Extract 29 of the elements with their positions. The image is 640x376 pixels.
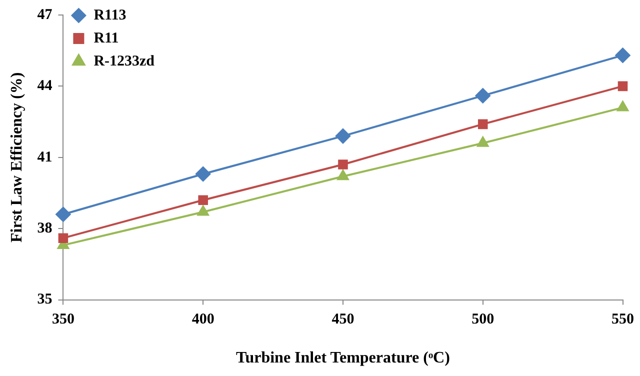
y-tick-label: 35	[37, 292, 52, 308]
point	[618, 81, 628, 92]
point	[56, 206, 71, 222]
point	[58, 233, 68, 243]
legend-label: R-1233zd	[94, 53, 156, 70]
y-tick-label: 41	[37, 149, 52, 166]
x-tick-label: 500	[472, 312, 494, 328]
x-axis-title: Turbine Inlet Temperature (ᵒC)	[236, 350, 450, 367]
y-tick-label: 44	[37, 78, 53, 94]
point	[475, 88, 490, 104]
point	[196, 166, 211, 182]
legend-label: R113	[94, 7, 126, 24]
point	[335, 128, 350, 144]
legend-label: R11	[94, 30, 119, 46]
x-tick-label: 350	[52, 312, 74, 328]
point	[615, 48, 630, 63]
y-tick-label: 47	[37, 6, 53, 23]
y-tick-label: 38	[37, 220, 52, 236]
x-tick-label: 550	[612, 312, 634, 328]
point	[478, 119, 488, 130]
y-axis-title: First Law Efficiency (%)	[8, 72, 26, 242]
point	[477, 136, 489, 147]
point	[198, 195, 208, 206]
x-tick-label: 400	[192, 312, 214, 328]
point	[616, 101, 629, 112]
point	[337, 170, 349, 180]
x-tick-label: 450	[332, 312, 354, 328]
point	[197, 205, 209, 216]
point	[338, 160, 348, 170]
